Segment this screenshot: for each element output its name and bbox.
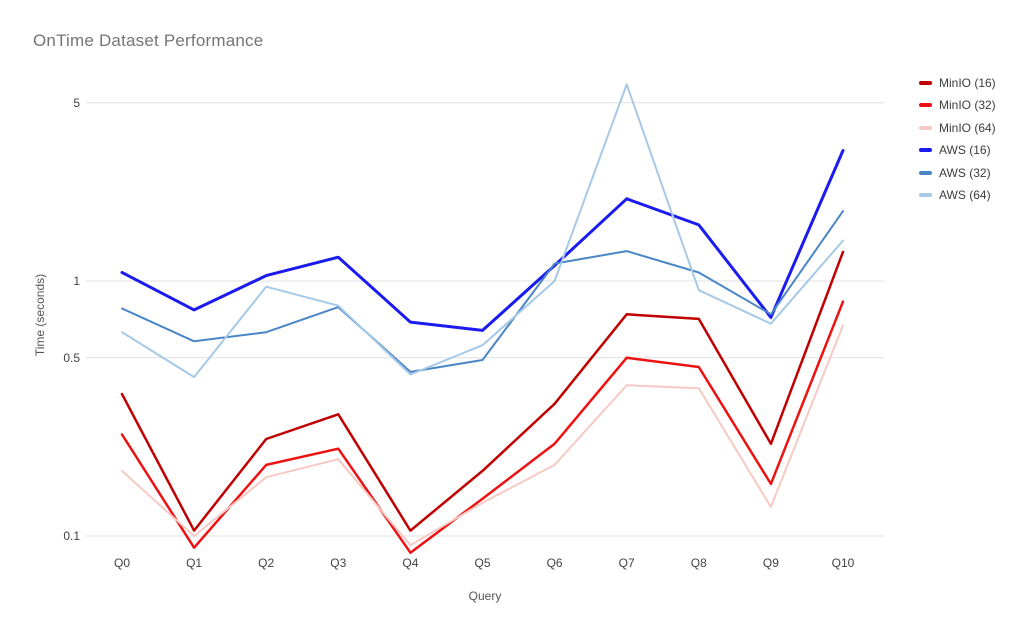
y-tick-label: 0.5 bbox=[63, 350, 80, 365]
y-tick-label: 1 bbox=[73, 274, 80, 288]
legend-item-minio-32[interactable]: MinIO (32) bbox=[919, 97, 996, 113]
legend-item-aws-16[interactable]: AWS (16) bbox=[919, 142, 991, 158]
x-tick-label-q4: Q4 bbox=[402, 556, 419, 570]
y-tick-label: 5 bbox=[73, 95, 80, 110]
x-tick-label-q0: Q0 bbox=[113, 556, 130, 570]
legend-item-minio-64[interactable]: MinIO (64) bbox=[919, 120, 996, 136]
series-line-aws-64[interactable] bbox=[121, 83, 844, 379]
legend-item-aws-64[interactable]: AWS (64) bbox=[919, 187, 991, 203]
legend-label: AWS (64) bbox=[939, 188, 991, 202]
x-tick-label-q5: Q5 bbox=[474, 556, 491, 570]
x-tick-label-q8: Q8 bbox=[690, 556, 707, 570]
legend-label: MinIO (16) bbox=[939, 76, 996, 90]
x-tick-label-q3: Q3 bbox=[330, 556, 347, 570]
x-axis-title: Query bbox=[468, 589, 502, 603]
y-tick-label: 0.1 bbox=[63, 529, 80, 543]
series-line-minio-32[interactable] bbox=[120, 300, 845, 554]
legend-label: AWS (32) bbox=[939, 165, 991, 180]
x-tick-label-q7: Q7 bbox=[618, 556, 635, 570]
legend-swatch-icon bbox=[919, 193, 932, 197]
series-line-aws-16[interactable] bbox=[120, 149, 845, 332]
legend-swatch-icon bbox=[919, 125, 932, 130]
legend-swatch-icon bbox=[919, 148, 932, 153]
legend-swatch-icon bbox=[919, 170, 932, 175]
legend-label: MinIO (64) bbox=[939, 120, 996, 135]
legend-label: MinIO (32) bbox=[939, 98, 996, 113]
legend-swatch-icon bbox=[919, 103, 932, 108]
y-axis-title: Time (seconds) bbox=[33, 273, 47, 357]
legend-item-minio-16[interactable]: MinIO (16) bbox=[919, 75, 996, 91]
x-tick-label-q10: Q10 bbox=[831, 556, 855, 570]
series-line-aws-32[interactable] bbox=[121, 210, 844, 373]
chart-title: OnTime Dataset Performance bbox=[33, 31, 264, 50]
x-tick-label-q1: Q1 bbox=[186, 556, 203, 570]
legend-item-aws-32[interactable]: AWS (32) bbox=[919, 165, 991, 181]
x-tick-label-q6: Q6 bbox=[546, 556, 563, 570]
x-tick-label-q9: Q9 bbox=[762, 556, 779, 570]
legend-label: AWS (16) bbox=[939, 143, 991, 158]
series-line-minio-64[interactable] bbox=[121, 324, 844, 547]
x-tick-label-q2: Q2 bbox=[258, 556, 275, 570]
series-line-minio-16[interactable] bbox=[120, 250, 845, 532]
legend-swatch-icon bbox=[919, 81, 932, 85]
